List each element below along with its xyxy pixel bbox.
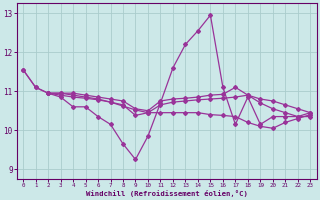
X-axis label: Windchill (Refroidissement éolien,°C): Windchill (Refroidissement éolien,°C): [86, 190, 248, 197]
